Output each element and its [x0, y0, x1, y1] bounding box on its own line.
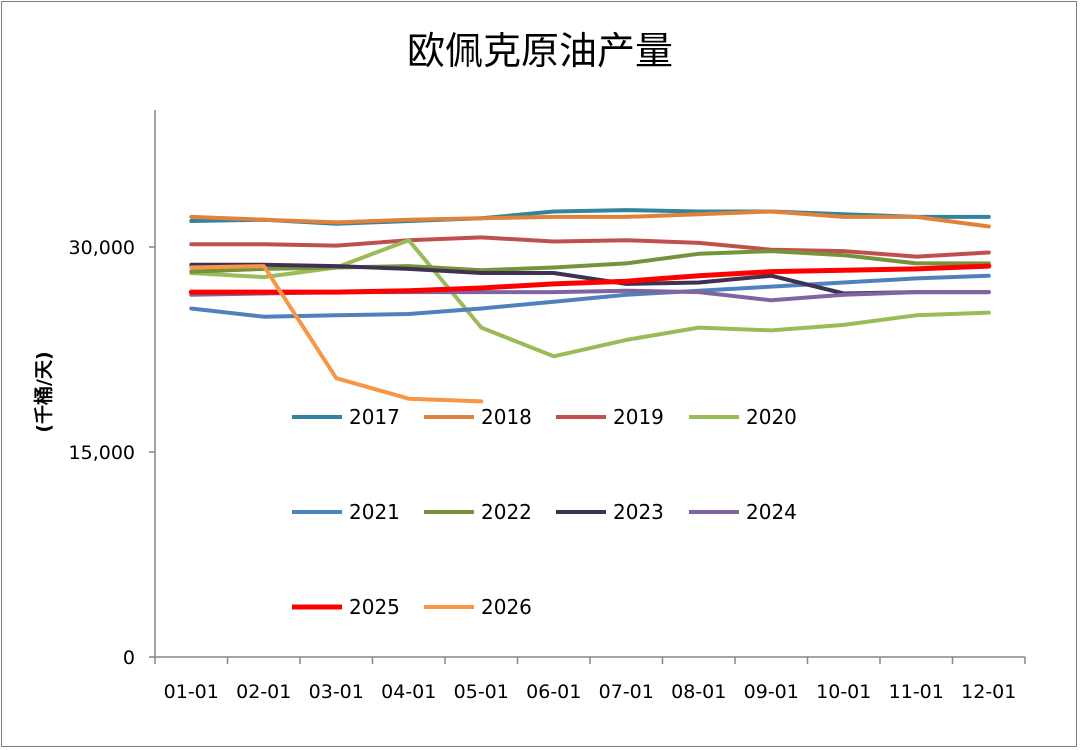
legend-label: 2025: [349, 595, 400, 619]
legend-label: 2017: [349, 405, 400, 429]
legend-item-2019[interactable]: 2019: [556, 405, 664, 429]
legend-item-2026[interactable]: 2026: [424, 595, 532, 619]
legend-item-2024[interactable]: 2024: [689, 500, 797, 524]
series-line-2021: [189, 273, 991, 319]
legend-label: 2021: [349, 500, 400, 524]
series-line-2026: [189, 264, 484, 404]
x-tick-label: 06-01: [526, 681, 581, 703]
x-tick-label: 08-01: [671, 681, 726, 703]
legend-label: 2022: [481, 500, 532, 524]
legend-label: 2020: [746, 405, 797, 429]
axes: 0 15,000 30,000 01-01 02-01 03-01 04-01 05-01 06…: [69, 110, 1026, 703]
legend-label: 2026: [481, 595, 532, 619]
legend-label: 2019: [613, 405, 664, 429]
legend-label: 2024: [746, 500, 797, 524]
x-tick-label: 11-01: [889, 681, 944, 703]
y-tick-label: 0: [123, 647, 135, 669]
x-tick-label: 07-01: [599, 681, 654, 703]
x-tick-label: 05-01: [454, 681, 509, 703]
series-line-2025: [188, 263, 992, 295]
legend-item-2018[interactable]: 2018: [424, 405, 532, 429]
x-tick-label: 12-01: [961, 681, 1016, 703]
legend[interactable]: 2017 2018 2019 2020 2021 2022 2023 2024 2025 2026: [292, 405, 797, 619]
series-line-2019: [189, 235, 991, 259]
x-tick-label: 01-01: [164, 681, 219, 703]
x-tick-label: 03-01: [309, 681, 364, 703]
legend-item-2022[interactable]: 2022: [424, 500, 532, 524]
legend-item-2017[interactable]: 2017: [292, 405, 400, 429]
legend-item-2025[interactable]: 2025: [292, 595, 400, 619]
legend-label: 2018: [481, 405, 532, 429]
legend-item-2023[interactable]: 2023: [556, 500, 664, 524]
chart-title: 欧佩克原油产量: [407, 29, 673, 73]
x-tick-label: 10-01: [816, 681, 871, 703]
series-line-2018: [189, 209, 991, 229]
y-tick-label: 30,000: [69, 237, 135, 259]
x-tick-label: 04-01: [381, 681, 436, 703]
legend-item-2020[interactable]: 2020: [689, 405, 797, 429]
legend-item-2021[interactable]: 2021: [292, 500, 400, 524]
x-tick-label: 02-01: [236, 681, 291, 703]
x-tick-label: 09-01: [744, 681, 799, 703]
y-tick-label: 15,000: [69, 442, 135, 464]
series-group: [188, 208, 992, 404]
y-axis-label: (千桶/天): [32, 351, 55, 432]
legend-label: 2023: [613, 500, 664, 524]
